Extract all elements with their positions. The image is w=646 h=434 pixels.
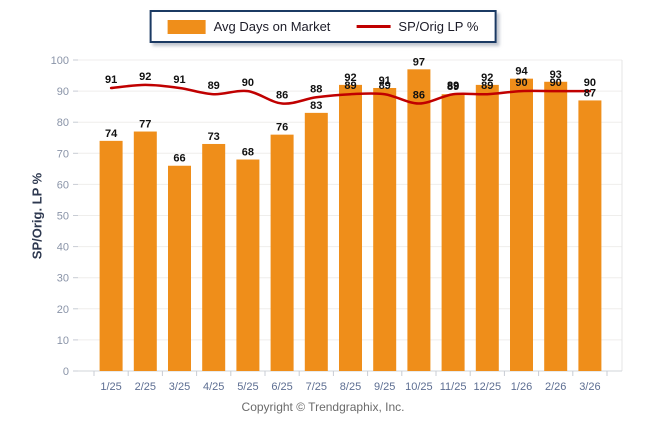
- line-value-label: 89: [481, 80, 493, 92]
- legend-item-sp-lp: SP/Orig LP %: [356, 19, 478, 34]
- line-value-label: 86: [413, 90, 425, 102]
- bar-value-label: 94: [515, 66, 528, 78]
- copyright-text: Copyright © Trendgraphix, Inc.: [241, 400, 405, 414]
- bar-value-label: 77: [139, 119, 151, 131]
- bar-swatch-icon: [167, 19, 206, 34]
- y-axis-tick-label: 90: [57, 86, 69, 98]
- bar-value-label: 93: [550, 69, 562, 81]
- bar: [578, 100, 602, 372]
- line-value-label: 86: [276, 90, 288, 102]
- bar: [475, 84, 499, 371]
- x-axis-label: 12/25: [474, 381, 502, 393]
- x-axis-label: 9/25: [374, 381, 395, 393]
- bar-value-label: 66: [173, 153, 185, 165]
- x-axis-label: 1/26: [511, 381, 532, 393]
- legend-label-sp-lp: SP/Orig LP %: [398, 19, 479, 34]
- y-axis-tick-label: 80: [57, 117, 69, 129]
- line-value-label: 89: [379, 80, 391, 92]
- y-axis-tick-label: 70: [57, 148, 69, 160]
- x-axis-label: 4/25: [203, 381, 224, 393]
- x-axis-label: 2/26: [545, 381, 566, 393]
- line-swatch-icon: [356, 25, 391, 28]
- bar-value-label: 68: [242, 147, 254, 159]
- line-value-label: 91: [105, 74, 117, 86]
- line-value-label: 90: [242, 77, 254, 89]
- y-axis-tick-label: 20: [57, 304, 69, 316]
- y-axis-tick-label: 60: [57, 179, 69, 191]
- line-value-label: 90: [515, 77, 527, 89]
- bar: [544, 81, 568, 372]
- bar: [304, 112, 328, 372]
- bar-value-label: 87: [584, 87, 596, 99]
- x-axis-label: 3/25: [169, 381, 190, 393]
- y-axis-tick-label: 40: [57, 242, 69, 254]
- bar-value-label: 83: [310, 100, 322, 112]
- trend-line: [109, 83, 592, 105]
- y-axis-tick-label: 0: [63, 366, 69, 378]
- line-value-label: 89: [447, 80, 459, 92]
- y-axis-tick-label: 50: [57, 211, 69, 223]
- line-value-label: 88: [310, 83, 322, 95]
- bar: [99, 140, 123, 371]
- y-axis-tick-label: 100: [51, 55, 69, 67]
- bar-value-label: 92: [481, 72, 493, 84]
- bar-value-label: 76: [276, 122, 288, 134]
- bar: [510, 78, 533, 371]
- legend-item-avg-days: Avg Days on Market: [167, 19, 331, 34]
- x-axis-label: 8/25: [340, 381, 361, 393]
- bar-value-label: 92: [344, 72, 356, 84]
- bar-value-label: 73: [208, 131, 220, 143]
- bar-value-label: 97: [413, 56, 425, 68]
- line-value-label: 89: [208, 80, 220, 92]
- line-value-label: 92: [139, 71, 151, 83]
- line-value-label: 89: [344, 80, 356, 92]
- bar-value-label: 91: [379, 75, 391, 87]
- y-axis-tick-label: 30: [57, 273, 69, 285]
- bar: [339, 84, 362, 371]
- x-axis-label: 11/25: [440, 381, 467, 393]
- line-value-label: 90: [550, 77, 562, 89]
- bar-value-label: 89: [447, 81, 459, 93]
- bar: [270, 134, 294, 371]
- y-axis-title: SP/Orig. LP %: [29, 172, 45, 260]
- bar-value-label: 74: [105, 128, 118, 140]
- bar: [407, 69, 431, 371]
- bar: [168, 165, 191, 371]
- x-axis-label: 5/25: [237, 381, 258, 393]
- x-axis-label: 1/25: [100, 381, 121, 393]
- x-axis-label: 3/26: [579, 381, 600, 393]
- y-axis-tick-label: 10: [57, 335, 69, 347]
- bar: [236, 159, 260, 371]
- x-axis-label: 7/25: [306, 381, 327, 393]
- legend: Avg Days on Market SP/Orig LP %: [149, 10, 497, 43]
- line-value-label: 90: [584, 77, 596, 89]
- line-value-label: 91: [173, 74, 185, 86]
- x-axis-label: 6/25: [271, 381, 292, 393]
- bar: [441, 94, 465, 372]
- x-axis-label: 2/25: [135, 381, 156, 393]
- legend-label-avg-days: Avg Days on Market: [213, 19, 331, 34]
- bar: [202, 143, 226, 371]
- bar: [373, 87, 397, 372]
- bar: [133, 131, 157, 371]
- x-axis-label: 10/25: [405, 381, 433, 393]
